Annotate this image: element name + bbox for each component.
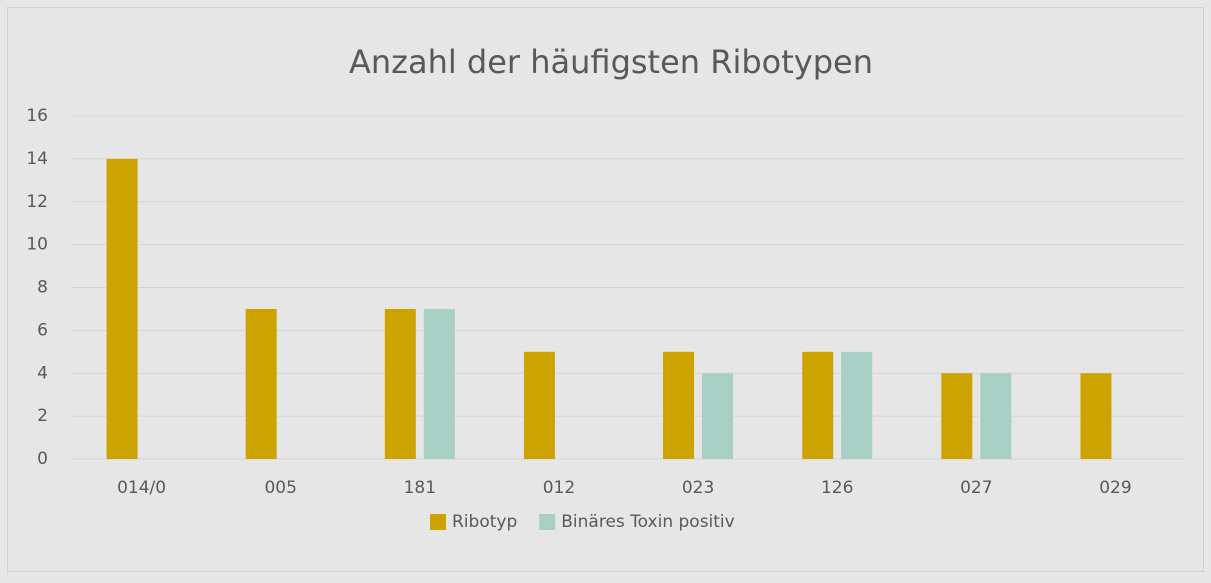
bar — [663, 351, 695, 459]
y-tick-label: 2 — [37, 406, 48, 426]
y-tick-label: 12 — [26, 192, 48, 212]
bar — [980, 373, 1012, 459]
chart-frame — [7, 7, 1204, 572]
legend-swatch — [430, 514, 446, 530]
x-tick-label: 029 — [1099, 478, 1131, 498]
x-tick-label: 012 — [543, 478, 575, 498]
bar — [423, 308, 455, 459]
y-tick-label: 4 — [37, 363, 48, 383]
bar — [245, 308, 277, 459]
bar — [1080, 373, 1112, 459]
bar — [384, 308, 416, 459]
chart-title: Anzahl der häufigsten Ribotypen — [349, 43, 873, 81]
legend-label: Ribotyp — [452, 512, 517, 532]
x-tick-label: 181 — [404, 478, 436, 498]
x-tick-label: 005 — [264, 478, 296, 498]
y-tick-label: 10 — [26, 235, 48, 255]
bar — [106, 158, 138, 459]
y-tick-label: 6 — [37, 320, 48, 340]
bar — [702, 373, 734, 459]
legend-swatch — [539, 514, 556, 530]
bar — [941, 373, 973, 459]
x-tick-label: 126 — [821, 478, 853, 498]
x-tick-label: 014/0 — [117, 478, 166, 498]
y-tick-label: 0 — [37, 449, 48, 469]
legend-label: Binäres Toxin positiv — [561, 512, 734, 532]
y-tick-label: 14 — [26, 149, 48, 169]
y-tick-label: 8 — [37, 278, 48, 298]
x-tick-label: 023 — [682, 478, 714, 498]
bar — [802, 351, 834, 459]
y-tick-label: 16 — [26, 106, 48, 126]
bar — [523, 351, 555, 459]
bar — [841, 351, 873, 459]
x-tick-label: 027 — [960, 478, 992, 498]
